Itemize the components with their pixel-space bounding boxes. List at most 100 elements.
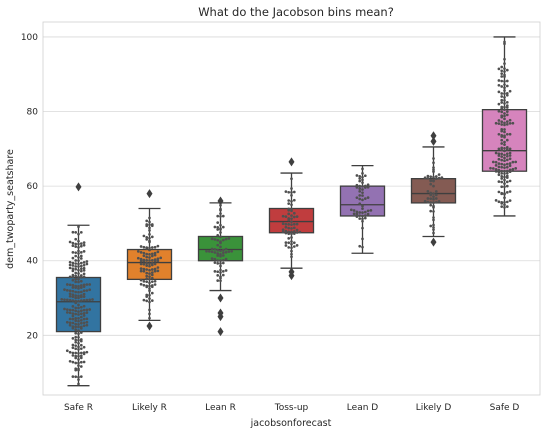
swarm-point [143,263,146,266]
swarm-point [86,263,89,266]
swarm-point [432,179,435,182]
swarm-point [77,346,80,349]
swarm-point [83,305,86,308]
swarm-point [219,227,222,230]
swarm-point [356,211,359,214]
swarm-point [503,62,506,65]
swarm-point [285,223,288,226]
swarm-point [91,298,94,301]
swarm-point [66,349,69,352]
swarm-point [83,361,86,364]
swarm-point [140,267,143,270]
swarm-point [74,278,77,281]
outlier-marker [431,131,437,140]
swarm-point [287,217,290,220]
swarm-point [361,176,364,179]
swarm-point [356,184,359,187]
swarm-point [361,205,364,208]
x-tick-label: Toss-up [274,403,309,413]
swarm-point [80,347,83,350]
swarm-point [216,221,219,224]
swarm-point [72,262,75,265]
swarm-point [293,230,296,233]
swarm-point [498,148,501,151]
swarm-point [503,185,506,188]
swarm-point [145,220,148,223]
swarm-point [509,180,512,183]
swarm-point [77,320,80,323]
swarm-point [285,226,288,229]
swarm-point [219,269,222,272]
swarm-point [80,291,83,294]
swarm-point [503,176,506,179]
swarm-point [503,131,506,134]
swarm-point [506,185,509,188]
swarm-point [367,196,370,199]
swarm-point [500,172,503,175]
swarm-point [77,313,80,316]
outlier-marker [431,238,437,247]
swarm-point [498,110,501,113]
swarm-point [500,128,503,131]
swarm-point [74,251,77,254]
swarm-point [356,215,359,218]
swarm-point [293,241,296,244]
swarm-point [216,252,219,255]
swarm-point [216,262,219,265]
swarm-point [512,122,515,125]
swarm-point [500,66,503,69]
swarm-point [69,275,72,278]
swarm-point [500,120,503,123]
swarm-point [353,209,356,212]
swarm-point [77,269,80,272]
swarm-point [514,167,517,170]
swarm-point [299,231,302,234]
swarm-point [219,275,222,278]
swarm-point [83,273,86,276]
swarm-point [290,217,293,220]
swarm-point [222,259,225,262]
swarm-point [80,355,83,358]
swarm-point [74,294,77,297]
swarm-point [500,166,503,169]
swarm-point [154,280,157,283]
swarm-point [145,259,148,262]
swarm-point [503,143,506,146]
swarm-point [506,104,509,107]
swarm-point [358,211,361,214]
swarm-point [290,250,293,253]
swarm-point [290,243,293,246]
swarm-point [290,214,293,217]
swarm-point [145,294,148,297]
swarm-point [63,298,66,301]
swarm-point [498,162,501,165]
swarm-point [83,324,86,327]
swarm-point [72,322,75,325]
swarm-point [361,199,364,202]
swarm-point [290,187,293,190]
swarm-point [500,192,503,195]
swarm-point [432,226,435,229]
swarm-point [77,233,80,236]
swarm-point [293,191,296,194]
swarm-point [145,280,148,283]
swarm-point [503,134,506,137]
swarm-point [503,96,506,99]
swarm-point [432,161,435,164]
swarm-point [66,311,69,314]
swarm-point [80,270,83,273]
swarm-point [80,344,83,347]
swarm-point [154,252,157,255]
swarm-point [208,250,211,253]
swarm-point [500,95,503,98]
swarm-point [69,283,72,286]
swarm-point [77,329,80,332]
swarm-point [72,312,75,315]
swarm-point [506,181,509,184]
swarm-point [432,210,435,213]
swarm-point [293,212,296,215]
swarm-point [290,191,293,194]
swarm-point [500,175,503,178]
swarm-point [503,157,506,160]
swarm-point [148,246,151,249]
